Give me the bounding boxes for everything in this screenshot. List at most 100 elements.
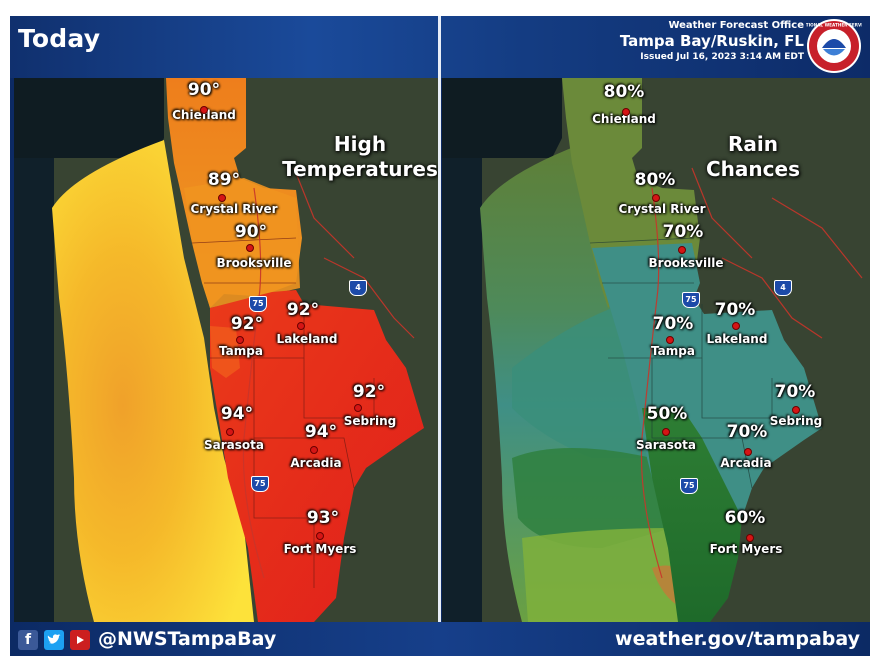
- interstate-75-shield-north: 75: [682, 292, 700, 308]
- city-name: Tampa: [651, 344, 695, 358]
- city-label-brooksville: Brooksville: [636, 256, 736, 270]
- youtube-icon[interactable]: [70, 630, 90, 650]
- city-marker: [316, 532, 324, 540]
- twitter-icon[interactable]: [44, 630, 64, 650]
- city-name: Fort Myers: [709, 542, 783, 556]
- city-label-tampa-temp: 92°: [212, 314, 282, 334]
- city-name: Tampa: [219, 344, 263, 358]
- rain-chance-value: 80%: [603, 82, 645, 102]
- city-label-sebring-temp: 70%: [760, 382, 830, 402]
- city-name: Chiefland: [592, 112, 656, 126]
- city-label-fort-myers: Fort Myers: [696, 542, 796, 556]
- city-label-brooksville: Brooksville: [204, 256, 304, 270]
- temperature-value: 93°: [306, 508, 340, 528]
- issued-time: Issued Jul 16, 2023 3:14 AM EDT: [640, 52, 804, 62]
- city-name: Sarasota: [204, 438, 264, 452]
- city-label-sarasota-temp: 50%: [632, 404, 702, 424]
- city-marker: [354, 404, 362, 412]
- city-name: Arcadia: [720, 456, 772, 470]
- city-marker: [246, 244, 254, 252]
- temperature-value: 92°: [230, 314, 264, 334]
- rain-chance-value: 70%: [714, 300, 756, 320]
- city-label-crystal-river: Crystal River: [602, 202, 722, 216]
- city-marker: [746, 534, 754, 542]
- panel-title-line1: High: [333, 132, 387, 156]
- city-marker: [652, 194, 660, 202]
- city-label-crystal-river-temp: 89°: [189, 170, 259, 190]
- rain-chance-map: [442, 78, 870, 622]
- city-label-fort-myers: Fort Myers: [270, 542, 370, 556]
- city-label-fort-myers-temp: 93°: [288, 508, 358, 528]
- city-label-fort-myers-temp: 60%: [710, 508, 780, 528]
- city-marker: [200, 106, 208, 114]
- city-name: Chiefland: [172, 108, 236, 122]
- city-name: Sebring: [769, 414, 823, 428]
- panel-title-line2: Temperatures: [282, 157, 438, 181]
- rain-chance-value: 70%: [662, 222, 704, 242]
- social-handle[interactable]: @NWSTampaBay: [98, 628, 277, 650]
- forecast-graphic: Today Weather Forecast Office Tampa Bay/…: [10, 16, 870, 656]
- city-name: Crystal River: [618, 202, 706, 216]
- city-label-sarasota: Sarasota: [194, 438, 274, 452]
- footer-bar: f @NWSTampaBay weather.gov/tampabay: [10, 622, 870, 656]
- city-label-sebring: Sebring: [330, 414, 410, 428]
- nws-logo-icon: NATIONAL WEATHER SERVICE: [806, 19, 862, 73]
- city-label-sebring: Sebring: [756, 414, 836, 428]
- city-label-chiefland: 90° Chiefland: [164, 80, 244, 122]
- city-label-arcadia: Arcadia: [276, 456, 356, 470]
- facebook-icon[interactable]: f: [18, 630, 38, 650]
- city-name: Crystal River: [190, 202, 278, 216]
- city-label-brooksville-temp: 90°: [216, 222, 286, 242]
- city-marker: [666, 336, 674, 344]
- office-info: Weather Forecast Office Tampa Bay/Ruskin…: [620, 20, 804, 62]
- city-label-lakeland-temp: 70%: [700, 300, 770, 320]
- city-name: Lakeland: [706, 332, 768, 346]
- city-marker: [678, 246, 686, 254]
- rain-chance-value: 70%: [774, 382, 816, 402]
- page-title: Today: [18, 24, 101, 53]
- panel-divider: [438, 16, 441, 622]
- city-label-tampa: Tampa: [206, 344, 276, 358]
- interstate-4-shield: 4: [774, 280, 792, 296]
- temperature-value: 89°: [207, 170, 241, 190]
- office-location: Tampa Bay/Ruskin, FL: [619, 32, 804, 50]
- city-label-arcadia: Arcadia: [706, 456, 786, 470]
- city-marker: [732, 322, 740, 330]
- temperature-value: 94°: [304, 422, 338, 442]
- website-link[interactable]: weather.gov/tampabay: [615, 628, 860, 650]
- city-label-sarasota-temp: 94°: [202, 404, 272, 424]
- rain-chance-value: 60%: [724, 508, 766, 528]
- city-name: Brooksville: [648, 256, 724, 270]
- city-marker: [226, 428, 234, 436]
- panel-title-high-temperatures: High Temperatures: [276, 132, 438, 182]
- panel-title-line2: Chances: [706, 157, 800, 181]
- city-name: Lakeland: [276, 332, 338, 346]
- city-marker: [662, 428, 670, 436]
- interstate-75-shield-south: 75: [251, 476, 269, 492]
- city-marker: [310, 446, 318, 454]
- city-marker: [236, 336, 244, 344]
- city-marker: [792, 406, 800, 414]
- city-marker: [744, 448, 752, 456]
- city-name: Brooksville: [216, 256, 292, 270]
- city-label-arcadia-temp: 94°: [286, 422, 356, 442]
- panel-title-rain-chances: Rain Chances: [698, 132, 808, 182]
- city-label-crystal-river: Crystal River: [174, 202, 294, 216]
- city-marker: [218, 194, 226, 202]
- rain-chance-value: 70%: [652, 314, 694, 334]
- city-marker: [297, 322, 305, 330]
- city-label-brooksville-temp: 70%: [648, 222, 718, 242]
- panel-title-line1: Rain: [728, 132, 778, 156]
- interstate-75-shield-north: 75: [249, 296, 267, 312]
- office-name: Weather Forecast Office: [668, 20, 804, 31]
- city-name: Arcadia: [290, 456, 342, 470]
- city-marker: [622, 108, 630, 116]
- city-label-lakeland-temp: 92°: [268, 300, 338, 320]
- city-label-chiefland: 80% Chiefland: [584, 82, 664, 126]
- interstate-4-shield: 4: [349, 280, 367, 296]
- temperature-value: 90°: [234, 222, 268, 242]
- rain-chance-value: 50%: [646, 404, 688, 424]
- temperature-value: 92°: [352, 382, 386, 402]
- city-label-lakeland: Lakeland: [262, 332, 352, 346]
- rain-chances-panel: 75 75 4 Rain Chances 80% Chiefland 80% C…: [442, 78, 870, 622]
